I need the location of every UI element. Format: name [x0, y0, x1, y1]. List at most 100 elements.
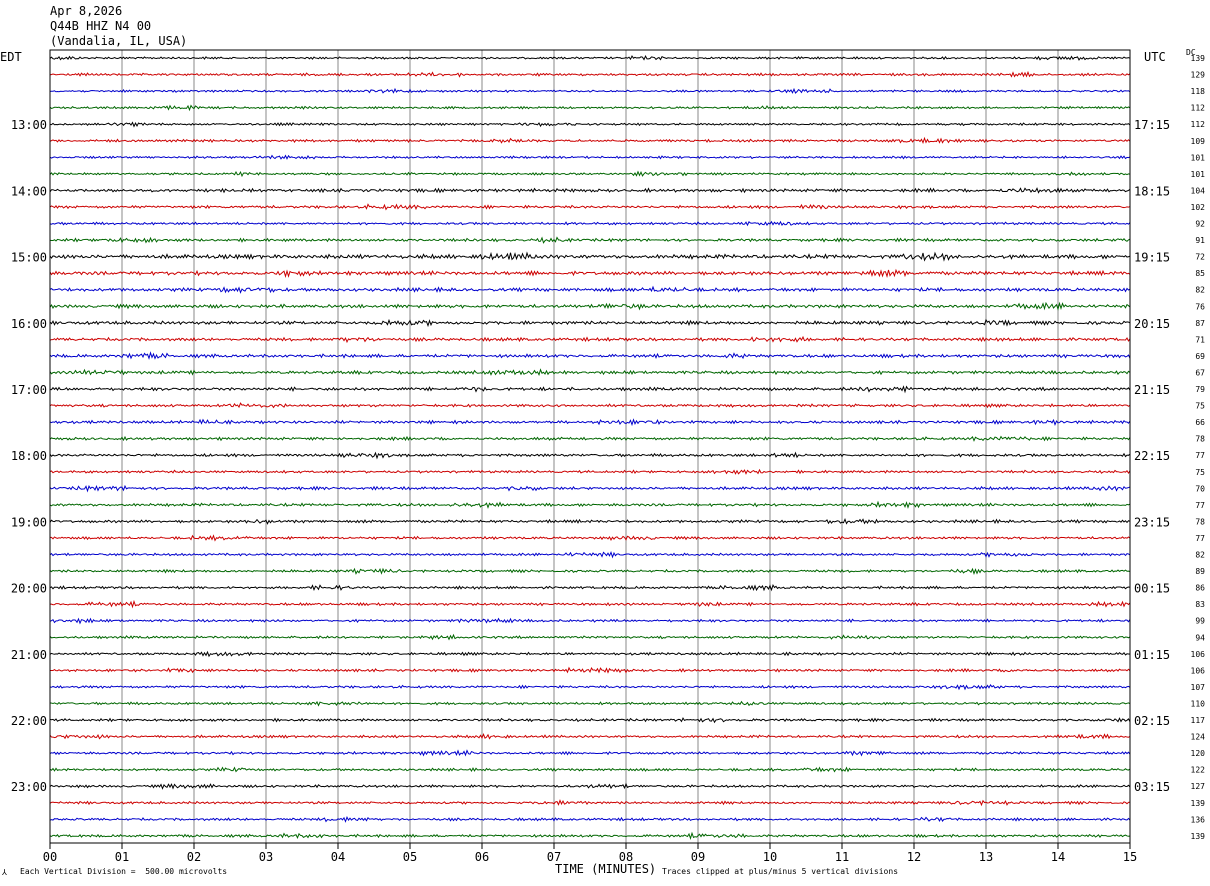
right-hour-label: 19:15 [1134, 251, 1170, 265]
seismic-trace-row [49, 650, 1131, 658]
dc-offset-label: 102 [1191, 203, 1206, 212]
seismic-trace-row [49, 368, 1131, 377]
right-hour-label: 23:15 [1134, 515, 1170, 529]
dc-offset-label: 117 [1191, 716, 1206, 725]
seismic-trace-row [49, 749, 1131, 757]
dc-offset-label: 66 [1195, 418, 1205, 427]
seismic-trace-row [49, 351, 1131, 360]
dc-offset-label: 118 [1191, 87, 1206, 96]
dc-offset-label: 72 [1195, 253, 1205, 262]
dc-offset-label: 91 [1195, 236, 1205, 245]
dc-offset-label: 70 [1195, 484, 1205, 493]
seismic-trace-row [49, 70, 1131, 78]
x-tick-label: 04 [331, 850, 345, 864]
x-tick-label: 13 [979, 850, 993, 864]
seismic-trace-row [49, 418, 1131, 427]
dc-offset-label: 136 [1191, 815, 1206, 824]
right-hour-label: 00:15 [1134, 582, 1170, 596]
x-tick-label: 03 [259, 850, 273, 864]
seismic-trace-row [49, 435, 1131, 442]
left-hour-label: 21:00 [11, 648, 47, 662]
clip-note: Traces clipped at plus/minus 5 vertical … [662, 867, 899, 876]
left-hour-label: 13:00 [11, 118, 47, 132]
seismic-trace-row [49, 335, 1131, 344]
dc-offset-label: 86 [1195, 584, 1205, 593]
seismic-trace-row [49, 318, 1131, 328]
dc-offset-label: 101 [1191, 170, 1206, 179]
dc-offset-label: 77 [1195, 451, 1205, 460]
x-tick-label: 12 [907, 850, 921, 864]
dc-offset-label: 120 [1191, 749, 1206, 758]
seismic-trace-row [49, 534, 1131, 542]
left-hour-label: 19:00 [11, 515, 47, 529]
dc-offset-label: 67 [1195, 368, 1205, 377]
seismic-trace-row [49, 733, 1131, 740]
x-tick-label: 01 [115, 850, 129, 864]
right-hour-label: 21:15 [1134, 383, 1170, 397]
dc-offset-label: 104 [1191, 186, 1206, 195]
left-hour-label: 18:00 [11, 449, 47, 463]
dc-offset-label: 99 [1195, 617, 1205, 626]
corner-mark: ⅄ [2, 868, 7, 877]
seismic-trace-row [49, 517, 1131, 525]
right-hour-label: 17:15 [1134, 118, 1170, 132]
x-tick-label: 08 [619, 850, 633, 864]
dc-offset-label: 112 [1191, 120, 1206, 129]
seismic-trace-row [49, 104, 1131, 112]
seismic-trace-row [49, 799, 1131, 807]
seismic-trace-row [49, 583, 1131, 592]
dc-offset-labels: 139 129 118 112 112 109 101 101 104 102 92 91 72 85 82… [1191, 54, 1206, 841]
x-tick-label: 10 [763, 850, 777, 864]
seismic-traces [49, 54, 1131, 840]
header-location: (Vandalia, IL, USA) [50, 34, 188, 48]
dc-offset-label: 89 [1195, 567, 1205, 576]
dc-offset-label: 79 [1195, 385, 1205, 394]
seismic-trace-row [49, 187, 1131, 194]
dc-offset-label: 94 [1195, 633, 1205, 642]
dc-offset-label: 124 [1191, 733, 1206, 742]
dc-offset-label: 82 [1195, 286, 1205, 295]
dc-offset-label: 77 [1195, 501, 1205, 510]
dc-offset-label: 112 [1191, 104, 1206, 113]
x-tick-label: 09 [691, 850, 705, 864]
seismic-trace-row [49, 154, 1131, 160]
dc-offset-label: 139 [1191, 832, 1206, 841]
left-hour-label: 15:00 [11, 251, 47, 265]
seismic-trace-row [49, 484, 1131, 493]
dc-offset-label: 75 [1195, 402, 1205, 411]
dc-offset-label: 92 [1195, 220, 1205, 229]
seismic-trace-row [49, 782, 1131, 790]
left-hour-label: 16:00 [11, 317, 47, 331]
dc-offset-label: 77 [1195, 534, 1205, 543]
left-timezone-label: EDT [0, 50, 22, 64]
scale-note: Each Vertical Division = 500.00 microvol… [20, 867, 228, 876]
left-hour-label: 14:00 [11, 184, 47, 198]
dc-offset-label: 69 [1195, 352, 1205, 361]
dc-offset-label: 71 [1195, 335, 1205, 344]
utc-hour-labels: 17:15 18:15 19:15 20:15 21:15 22:15 23:15 00:15… [1134, 118, 1170, 794]
seismic-trace-row [49, 468, 1131, 475]
header-station: Q44B HHZ N4 00 [50, 19, 152, 33]
seismic-trace-row [49, 87, 1131, 94]
dc-header-label: DC [1186, 48, 1196, 57]
dc-offset-label: 75 [1195, 468, 1205, 477]
x-tick-label: 11 [835, 850, 849, 864]
dc-offset-label: 139 [1191, 799, 1206, 808]
x-axis-ticks: 00 01 02 03 04 05 06 07 08 09 10 11 12 13 14 15 [43, 843, 1137, 864]
seismic-trace-row [49, 766, 1131, 773]
dc-offset-label: 87 [1195, 319, 1205, 328]
seismic-trace-row [50, 599, 1131, 609]
seismic-trace-row [49, 617, 1131, 625]
dc-offset-label: 129 [1191, 71, 1206, 80]
seismic-trace-row [49, 220, 1131, 227]
dc-offset-label: 139 [1191, 54, 1206, 63]
edt-hour-labels: 13:00 14:00 15:00 16:00 17:00 18:00 19:00 20:00… [11, 118, 47, 794]
minute-gridlines [121, 50, 1059, 843]
x-tick-label: 05 [403, 850, 417, 864]
header-date: Apr 8,2026 [50, 4, 123, 18]
left-hour-label: 22:00 [11, 714, 47, 728]
dc-offset-label: 122 [1191, 766, 1206, 775]
x-tick-label: 00 [43, 850, 57, 864]
right-hour-label: 18:15 [1134, 184, 1170, 198]
